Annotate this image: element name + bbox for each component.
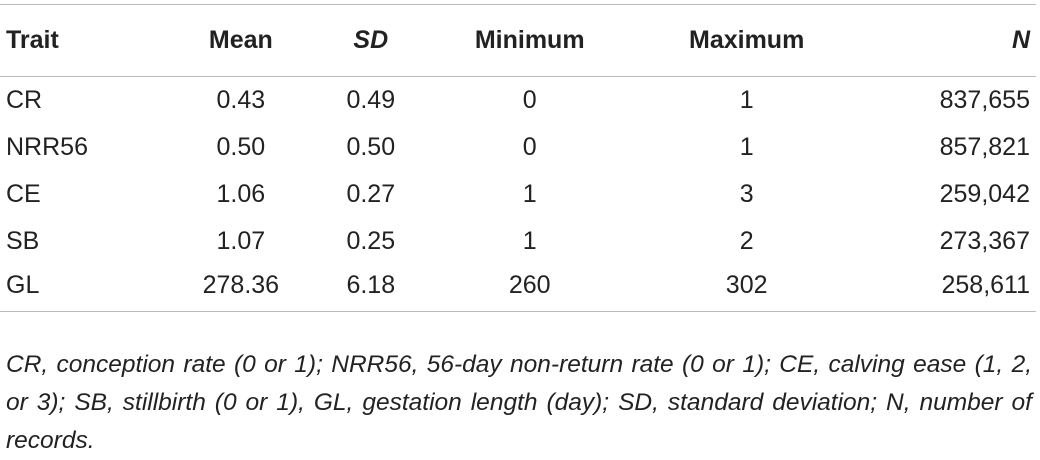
table-body: CR 0.43 0.49 0 1 837,655 NRR56 0.50 0.50 0 1 857,82… <box>0 77 1036 312</box>
table-cell: 0.27 <box>346 179 396 208</box>
table-row: NRR56 0.50 0.50 0 1 857,821 <box>0 124 1036 171</box>
table-cell: 1.06 <box>216 179 266 208</box>
header-cell: Maximum <box>635 4 858 77</box>
header-cell: SD <box>317 4 424 77</box>
footnote: CR, conception rate (0 or 1); NRR56, 56-… <box>6 351 1032 454</box>
table-cell: 273,367 <box>939 226 1030 255</box>
table-cell: NRR56 <box>6 132 88 161</box>
table-cell: 0 <box>522 132 537 161</box>
table-cell: 0.50 <box>216 132 266 161</box>
table-cell: 837,655 <box>939 85 1030 114</box>
table-row: CR 0.43 0.49 0 1 837,655 <box>0 77 1036 124</box>
table-cell: 0.49 <box>346 85 396 114</box>
stats-table: Trait Mean SD Minimum Maximum N CR 0.43 0.49 0 1 8… <box>0 4 1036 312</box>
table-cell: 259,042 <box>939 179 1030 208</box>
table-cell: 857,821 <box>939 132 1030 161</box>
table-cell: 2 <box>739 226 754 255</box>
table-cell: CR <box>6 85 43 114</box>
header-cell: Mean <box>163 4 318 77</box>
table-cell: SB <box>6 226 40 255</box>
header-row: Trait Mean SD Minimum Maximum N <box>0 4 1036 77</box>
table-cell: 0.50 <box>346 132 396 161</box>
table-row: CE 1.06 0.27 1 3 259,042 <box>0 171 1036 218</box>
table-cell: CE <box>6 179 41 208</box>
table-cell: 1 <box>522 226 537 255</box>
table-cell: 6.18 <box>317 264 424 312</box>
header-cell: Trait <box>0 4 164 77</box>
table-cell: 278.36 <box>163 264 318 312</box>
header-cell: Minimum <box>423 4 636 77</box>
header-cell: N <box>857 4 1036 77</box>
table-cell: 1 <box>739 132 754 161</box>
table-cell: 1.07 <box>216 226 266 255</box>
table-row: SB 1.07 0.25 1 2 273,367 <box>0 218 1036 265</box>
table-row: GL 278.36 6.18 260 302 258,611 <box>0 264 1036 312</box>
table-cell: 3 <box>739 179 754 208</box>
table-cell: 1 <box>522 179 537 208</box>
table-cell: 260 <box>423 264 636 312</box>
table-cell: 0.43 <box>216 85 266 114</box>
table-cell: 302 <box>635 264 858 312</box>
table-cell: 0.25 <box>346 226 396 255</box>
table-cell: GL <box>0 264 164 312</box>
table-cell: 0 <box>522 85 537 114</box>
table-cell: 1 <box>739 85 754 114</box>
table-cell: 258,611 <box>857 264 1036 312</box>
